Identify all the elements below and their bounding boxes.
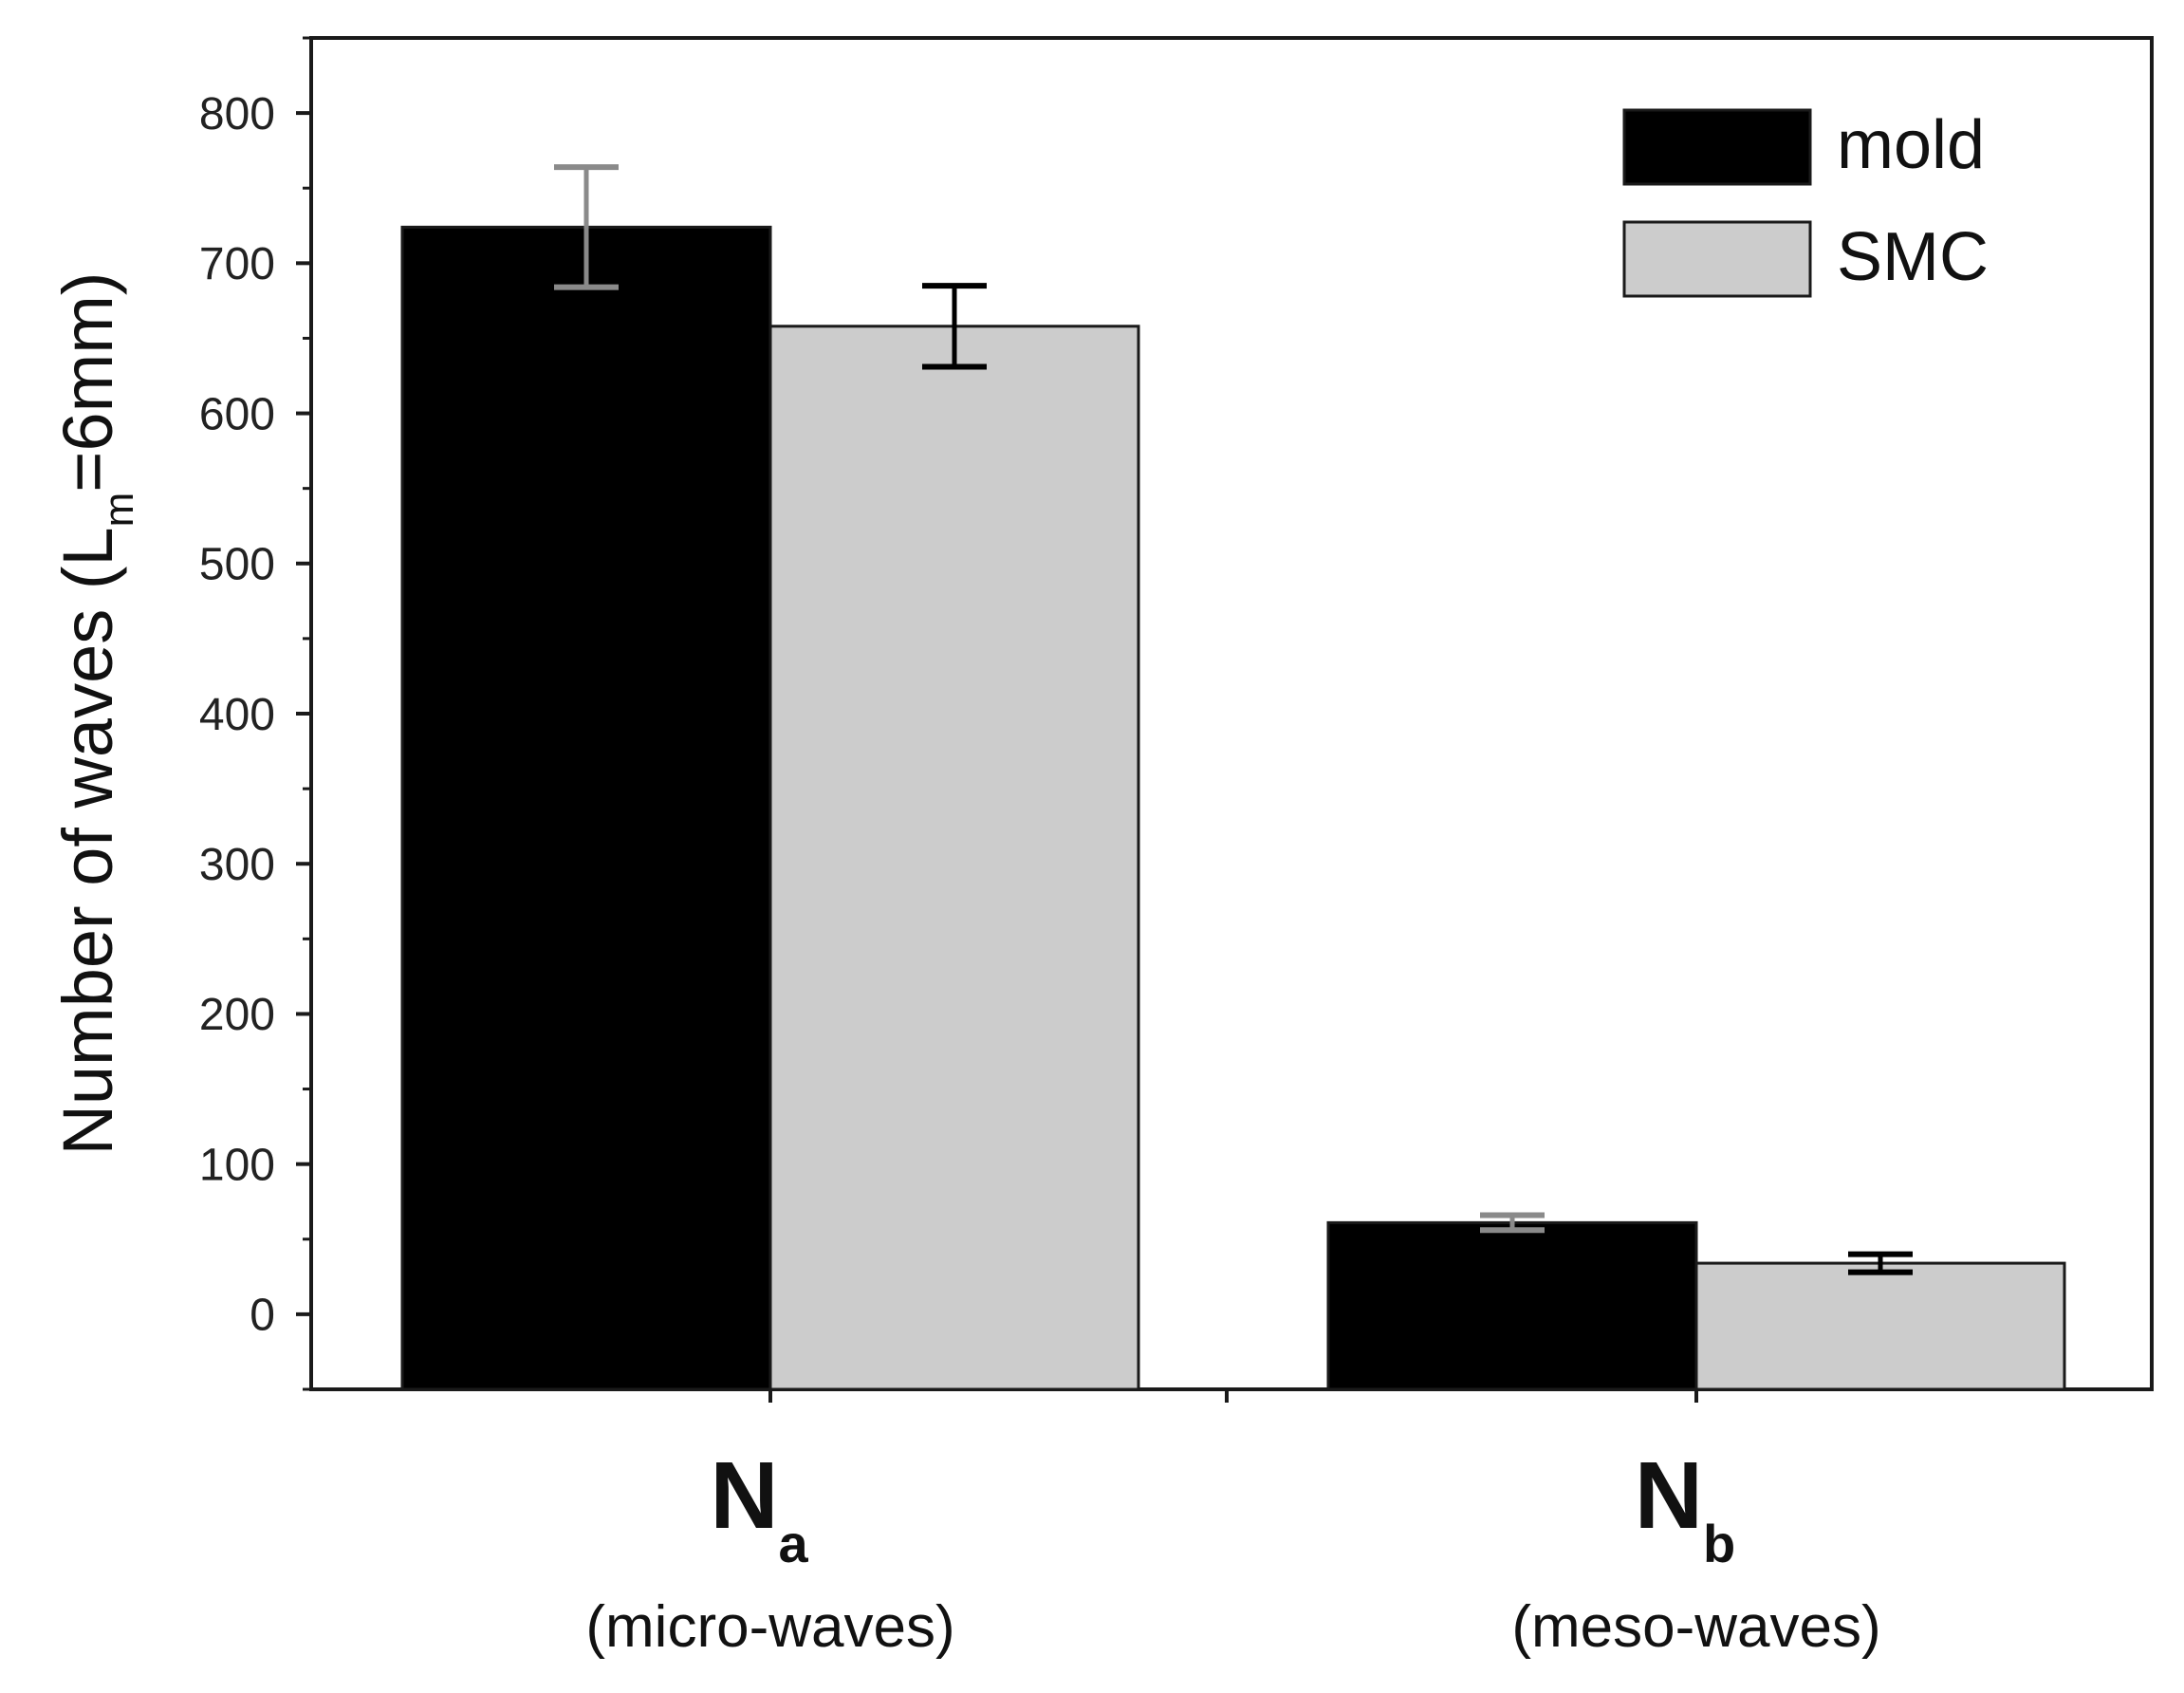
y-tick-label: 400	[199, 690, 275, 740]
legend-swatch	[1622, 108, 1812, 186]
legend-item-mold: mold	[1622, 107, 1985, 186]
error-bars	[554, 164, 1913, 1275]
x-categories: Na (micro-waves) Nb (meso-waves)	[585, 1442, 1880, 1660]
y-axis-label: Number of waves (Lm=6mm)	[48, 271, 142, 1155]
y-tick-label: 800	[199, 89, 275, 140]
legend-item-smc: SMC	[1622, 219, 1989, 298]
y-tick-label: 500	[199, 540, 275, 590]
bar-mold-0	[400, 225, 772, 1391]
category-description: (micro-waves)	[585, 1594, 954, 1660]
bar-smc-0	[768, 325, 1140, 1391]
legend-label: SMC	[1837, 219, 1989, 295]
legend-swatch	[1622, 220, 1812, 298]
y-tick-label: 100	[199, 1140, 275, 1190]
category-symbol: Na	[710, 1442, 808, 1573]
legend: mold SMC	[1622, 107, 1989, 298]
y-axis-title: Number of waves (Lm=6mm)	[48, 271, 142, 1155]
category-symbol: Nb	[1635, 1442, 1735, 1573]
legend-label: mold	[1837, 107, 1985, 183]
y-tick-label: 200	[199, 990, 275, 1040]
bar-mold-1	[1326, 1220, 1698, 1391]
y-tick-label: 0	[250, 1291, 275, 1341]
error-bar-smc-0	[922, 283, 987, 370]
x-category-0: Na (micro-waves)	[585, 1442, 954, 1660]
category-description: (meso-waves)	[1511, 1594, 1880, 1660]
x-category-1: Nb (meso-waves)	[1511, 1442, 1880, 1660]
bars	[400, 225, 2066, 1391]
y-tick-label: 700	[199, 239, 275, 289]
y-tick-label: 600	[199, 389, 275, 439]
error-bar-smc-1	[1848, 1251, 1913, 1275]
error-bar-mold-0	[554, 164, 619, 290]
error-bar-mold-1	[1480, 1212, 1545, 1234]
y-ticks: 0 100 200 300 400 500 600 700 800	[199, 36, 311, 1391]
y-tick-label: 300	[199, 840, 275, 890]
bar-smc-1	[1694, 1261, 2066, 1391]
